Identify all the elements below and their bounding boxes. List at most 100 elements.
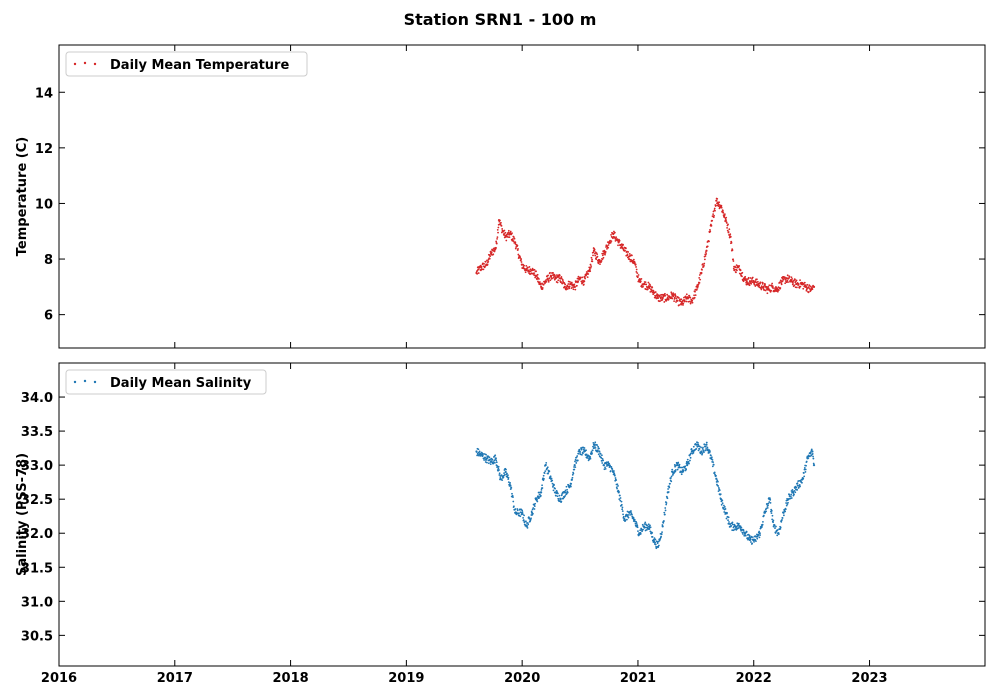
data-point	[521, 513, 524, 515]
data-point	[533, 505, 536, 508]
data-point	[492, 253, 495, 256]
data-point	[723, 504, 725, 507]
data-point	[673, 300, 676, 303]
data-point	[622, 515, 625, 518]
data-point	[730, 241, 733, 244]
data-point	[759, 534, 761, 536]
data-point	[593, 248, 596, 251]
data-point	[576, 455, 579, 457]
data-point	[709, 450, 711, 453]
data-point	[552, 489, 555, 492]
data-point	[640, 284, 643, 287]
data-point	[631, 254, 633, 257]
data-point	[786, 279, 789, 282]
data-point	[500, 221, 502, 224]
data-point	[570, 482, 573, 485]
data-point	[782, 514, 785, 517]
data-point	[732, 260, 735, 262]
data-point	[759, 282, 761, 285]
data-point	[776, 529, 779, 531]
data-point	[744, 534, 747, 537]
data-point	[723, 506, 726, 508]
data-point	[736, 522, 739, 525]
data-point	[594, 254, 597, 257]
data-point	[487, 462, 490, 465]
data-point	[695, 443, 698, 446]
data-point	[575, 284, 578, 287]
data-point	[497, 231, 499, 234]
data-point	[503, 472, 505, 475]
data-point	[478, 450, 481, 453]
data-point	[511, 232, 513, 235]
data-point	[659, 300, 662, 302]
data-point	[731, 523, 734, 526]
data-point	[679, 300, 682, 303]
data-point	[583, 447, 586, 449]
data-point	[639, 280, 642, 283]
data-point	[692, 451, 695, 454]
data-point	[670, 291, 673, 294]
data-point	[528, 266, 531, 268]
data-point	[702, 446, 704, 449]
data-point	[683, 296, 685, 299]
data-point	[536, 273, 539, 276]
data-point	[621, 506, 624, 509]
data-point	[554, 275, 556, 277]
data-point	[741, 531, 744, 534]
data-point	[626, 253, 629, 256]
data-point	[646, 524, 649, 527]
data-point	[785, 281, 788, 284]
data-point	[787, 281, 789, 284]
data-point	[493, 461, 496, 464]
data-point	[620, 503, 623, 506]
data-point	[646, 288, 649, 291]
data-point	[675, 297, 678, 300]
data-point	[559, 498, 562, 501]
data-point	[794, 278, 796, 281]
data-point	[579, 277, 582, 280]
data-point	[693, 294, 695, 297]
data-point	[742, 529, 745, 532]
data-point	[713, 214, 715, 217]
data-point	[756, 537, 759, 540]
data-point	[700, 446, 702, 449]
data-point	[715, 474, 717, 477]
data-point	[493, 247, 496, 250]
data-point	[548, 277, 551, 280]
data-point	[715, 204, 717, 207]
data-point	[758, 532, 761, 535]
data-point	[803, 466, 806, 469]
data-point	[712, 210, 715, 213]
data-point	[490, 251, 493, 254]
y-tick-label: 32.0	[21, 527, 53, 542]
data-point	[753, 283, 756, 286]
data-point	[477, 272, 480, 274]
data-point	[608, 462, 611, 465]
data-point	[770, 512, 773, 515]
data-point	[539, 283, 542, 286]
data-point	[723, 213, 726, 216]
data-point	[601, 457, 604, 460]
data-point	[632, 258, 635, 261]
data-point	[727, 519, 729, 522]
data-point	[509, 230, 512, 233]
data-point	[758, 530, 761, 533]
data-point	[538, 493, 541, 496]
data-point	[728, 521, 730, 523]
data-point	[811, 452, 814, 455]
data-point	[659, 297, 662, 300]
data-point	[500, 224, 503, 227]
data-point	[697, 441, 699, 444]
data-point	[495, 461, 498, 464]
data-point	[649, 285, 652, 288]
data-point	[488, 456, 491, 459]
data-point	[589, 270, 592, 273]
data-point	[679, 298, 682, 301]
data-point	[749, 277, 752, 279]
data-point	[651, 531, 654, 534]
data-point	[751, 276, 754, 279]
data-point	[799, 285, 802, 288]
data-point	[593, 447, 596, 449]
data-point	[619, 494, 621, 497]
data-point	[496, 228, 499, 231]
